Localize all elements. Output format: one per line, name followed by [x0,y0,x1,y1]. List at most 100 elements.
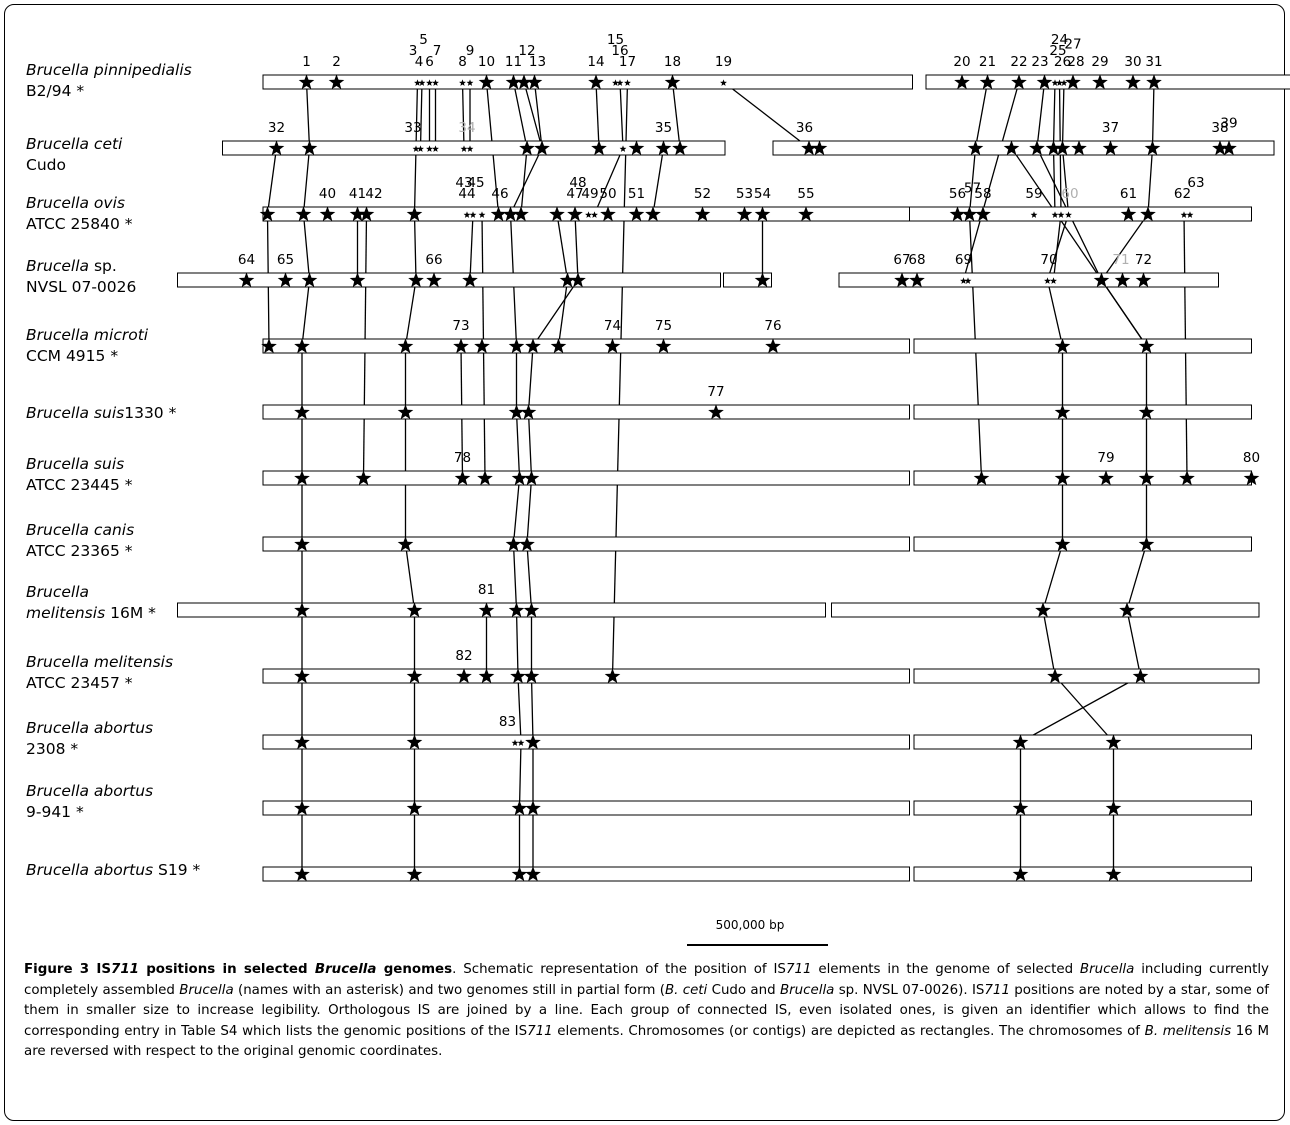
is711-star [516,74,532,90]
is711-star [1105,734,1122,750]
is711-star [508,404,525,420]
is711-star [478,74,495,90]
is711-star [523,668,540,684]
is711-star [1243,470,1260,486]
group-id-label: 11 [505,54,522,70]
is711-star [664,74,681,90]
ortholog-link [1036,81,1103,281]
label-suis1330: Brucella suis1330 * [26,404,177,422]
is711-star [960,277,967,284]
ortholog-link [595,81,600,149]
is711-star [1125,74,1141,90]
group-id-label: 53 [736,186,753,202]
is711-star [1054,338,1071,354]
chromosome-s1330 [913,404,1252,420]
ortholog-link [419,81,423,149]
is711-star [754,206,771,222]
is711-star [754,272,771,288]
is711-star [1060,79,1068,86]
group-id-label: 31 [1145,54,1162,70]
chromosome-nvsl [177,272,721,288]
is711-star [513,206,529,222]
group-id-label: 48 [569,175,586,191]
chromosome-abS19 [913,866,1252,882]
is711-star [349,206,366,222]
label-abortus2308: Brucella abortus 2308 * [26,719,154,758]
is711-star [294,536,310,552]
label-pinnipedialis: Brucella pinnipedialis B2/94 * [26,61,192,100]
is711-star [328,74,345,90]
is711-star [585,211,592,218]
is711-star [511,739,519,746]
is711-star [259,206,276,222]
chromosome-mel23 [913,668,1260,684]
is711-star [1012,866,1029,882]
label-melitensis16m: Brucella melitensis 16M * [26,583,156,622]
group-id-label: 37 [1102,120,1119,136]
is711-star [294,338,310,354]
is711-star [954,74,970,90]
is711-star [1092,74,1108,90]
group-id-label: 5 [419,32,428,48]
group-id-label: 56 [949,186,966,202]
ortholog-link [1010,147,1148,347]
is711-star [720,79,727,86]
group-id-label: 72 [1135,252,1152,268]
group-id-label: 20 [953,54,970,70]
is711-star [534,140,550,156]
is711-star [508,338,525,354]
group-id-label: 1 [302,54,311,70]
ortholog-link [533,81,543,149]
is711-star [426,145,433,152]
chromosome-ovis [909,206,1252,222]
is711-star [474,338,490,354]
is711-star [1050,277,1057,284]
group-id-label: 51 [628,186,645,202]
group-id-label: 2 [332,54,341,70]
chromosome-ab2308 [913,734,1252,750]
is711-star [1003,140,1020,156]
group-id-label: 83 [499,714,516,730]
is711-star [811,140,828,156]
is711-star [612,79,619,86]
group-id-label: 68 [908,252,925,268]
is711-star [1114,272,1131,288]
group-id-label: 78 [454,450,471,466]
chromosome-s1330 [262,404,910,420]
is711-star [525,338,541,354]
is711-star [426,272,442,288]
is711-star [301,140,318,156]
is711-star [453,338,469,354]
is711-star [412,145,420,152]
is711-star [1105,866,1122,882]
group-id-label: 41 [349,186,366,202]
group-id-label: 80 [1243,450,1260,466]
is711-star [645,206,661,222]
group-id-label: 60 [1061,186,1078,202]
group-id-label: 67 [893,252,910,268]
is711-star [477,470,493,486]
is711-star [478,211,486,218]
group-id-label: 69 [955,252,972,268]
is711-star [1120,206,1137,222]
is711-star [525,734,541,750]
group-id-label: 13 [529,54,546,70]
group-id-label: 59 [1025,186,1042,202]
group-id-label: 79 [1097,450,1114,466]
group-id-label: 73 [452,318,469,334]
scale-bar-label: 500,000 bp [715,918,785,932]
is711-star [406,602,423,618]
is711-star [1054,470,1071,486]
is711-star [973,470,990,486]
is711-star [655,140,672,156]
chromosome-canis [913,536,1252,552]
chromosome-canis [262,536,910,552]
label-abortusS19: Brucella abortus S19 * [26,861,201,879]
chromosome-ab2308 [262,734,910,750]
is711-star [1011,74,1027,90]
is711-star [414,79,421,86]
is711-star [1035,602,1051,618]
is711-star [567,206,583,222]
is711-star [1029,140,1045,156]
group-id-label: 55 [797,186,814,202]
